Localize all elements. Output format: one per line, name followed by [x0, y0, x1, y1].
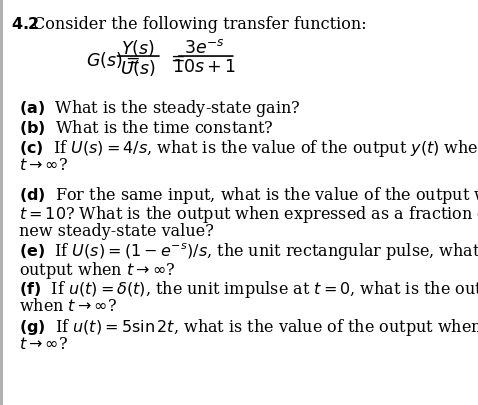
- Text: $Y(s)$: $Y(s)$: [121, 38, 155, 58]
- Text: $U(s)$: $U(s)$: [120, 58, 156, 77]
- Text: when $t \to \infty$?: when $t \to \infty$?: [19, 297, 117, 314]
- Text: output when $t \to \infty$?: output when $t \to \infty$?: [19, 260, 175, 281]
- Text: $t = 10$? What is the output when expressed as a fraction of the: $t = 10$? What is the output when expres…: [19, 203, 478, 224]
- Text: $G(s) =$: $G(s) =$: [87, 50, 141, 70]
- Text: $\mathbf{(a)}$  What is the steady-state gain?: $\mathbf{(a)}$ What is the steady-state …: [19, 98, 300, 119]
- Text: $=$: $=$: [166, 50, 185, 67]
- Text: $\mathbf{(g)}$  If $u(t) = 5 \sin 2t$, what is the value of the output when: $\mathbf{(g)}$ If $u(t) = 5 \sin 2t$, wh…: [19, 316, 478, 337]
- Text: $\mathbf{(d)}$  For the same input, what is the value of the output when: $\mathbf{(d)}$ For the same input, what …: [19, 184, 478, 205]
- Text: new steady-state value?: new steady-state value?: [19, 222, 214, 239]
- Text: $\mathbf{(e)}$  If $U(s) = (1 - e^{-s})/s$, the unit rectangular pulse, what is : $\mathbf{(e)}$ If $U(s) = (1 - e^{-s})/s…: [19, 241, 478, 262]
- Text: $3e^{-s}$: $3e^{-s}$: [184, 38, 225, 57]
- Text: $t \to \infty$?: $t \to \infty$?: [19, 335, 68, 352]
- Text: $\mathbf{(f)}$  If $u(t) = \delta(t)$, the unit impulse at $t = 0$, what is the : $\mathbf{(f)}$ If $u(t) = \delta(t)$, th…: [19, 278, 478, 299]
- Text: $\mathbf{(c)}$  If $U(s) = 4/s$, what is the value of the output $y(t)$ when: $\mathbf{(c)}$ If $U(s) = 4/s$, what is …: [19, 138, 478, 159]
- Text: Consider the following transfer function:: Consider the following transfer function…: [33, 15, 367, 32]
- Text: $\mathbf{(b)}$  What is the time constant?: $\mathbf{(b)}$ What is the time constant…: [19, 118, 273, 137]
- Text: $t \to \infty$?: $t \to \infty$?: [19, 157, 68, 174]
- Text: $10s + 1$: $10s + 1$: [173, 59, 236, 76]
- Text: $\mathbf{4.2}$: $\mathbf{4.2}$: [11, 15, 39, 32]
